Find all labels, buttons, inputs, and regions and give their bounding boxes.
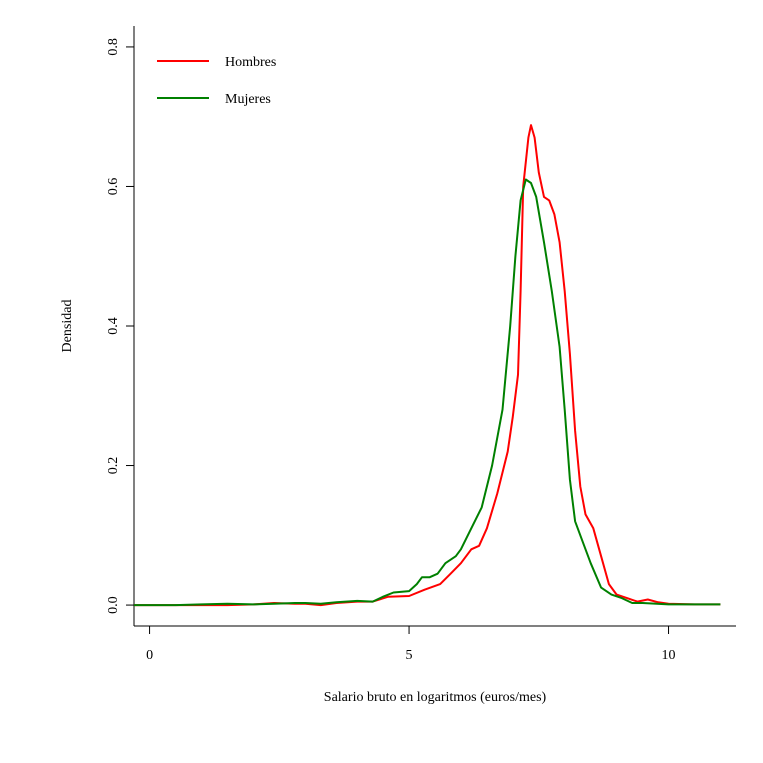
x-tick-label: 10: [662, 648, 676, 663]
legend-label-mujeres: Mujeres: [225, 92, 271, 107]
y-ticks: 0.0 0.2 0.4 0.6 0.8: [106, 38, 134, 614]
y-tick-label: 0.8: [106, 38, 121, 56]
x-tick-label: 0: [146, 648, 153, 663]
x-ticks: 0 5 10: [146, 626, 676, 663]
y-tick-label: 0.2: [106, 457, 121, 475]
x-axis-title: Salario bruto en logaritmos (euros/mes): [324, 690, 547, 705]
series-line-mujeres: [134, 178, 721, 607]
y-tick-label: 0.6: [106, 178, 121, 196]
y-tick-label: 0.0: [106, 596, 121, 614]
series-line-hombres: [134, 124, 721, 607]
series-group: [134, 124, 721, 607]
y-axis-title: Densidad: [60, 300, 75, 353]
y-tick-label: 0.4: [106, 317, 121, 335]
x-tick-label: 5: [406, 648, 413, 663]
legend-label-hombres: Hombres: [225, 55, 276, 70]
legend: Hombres Mujeres: [157, 55, 276, 107]
